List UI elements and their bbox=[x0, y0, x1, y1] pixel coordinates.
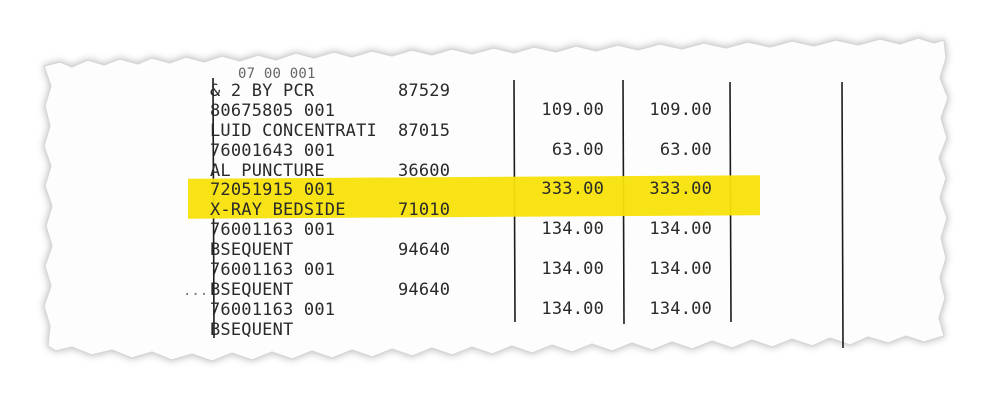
row-desc: 72051915 001 bbox=[210, 180, 336, 200]
column-rule-5 bbox=[841, 81, 844, 349]
row-amount: 134.00 bbox=[541, 259, 604, 279]
row-total: 134.00 bbox=[649, 299, 712, 319]
row-code: 71010 bbox=[398, 200, 451, 220]
row-desc: AL PUNCTURE bbox=[210, 161, 325, 181]
row-desc: BSEQUENT bbox=[210, 240, 294, 260]
row-code: 94640 bbox=[398, 280, 451, 300]
row-code: 87529 bbox=[398, 81, 451, 101]
row-desc: BSEQUENT bbox=[210, 320, 294, 340]
row-desc: X-RAY BEDSIDE bbox=[210, 200, 346, 220]
row-desc: BSEQUENT bbox=[210, 280, 294, 300]
row-desc: 76001163 001 bbox=[210, 220, 336, 240]
row-desc: & 2 BY PCR bbox=[210, 81, 315, 101]
stray-mark: ... bbox=[183, 283, 209, 299]
row-amount: 333.00 bbox=[541, 179, 604, 199]
row-code: 36600 bbox=[398, 161, 451, 181]
row-desc: 76001163 001 bbox=[210, 300, 336, 320]
row-desc: 80675805 001 bbox=[210, 101, 336, 121]
row-total: 134.00 bbox=[649, 259, 712, 279]
row-amount: 63.00 bbox=[551, 140, 604, 160]
cut-off-top-text: 07 00 001 bbox=[238, 66, 316, 82]
row-amount: 134.00 bbox=[541, 299, 604, 319]
row-total: 333.00 bbox=[649, 179, 712, 199]
row-desc: LUID CONCENTRATI bbox=[210, 121, 377, 141]
row-amount: 134.00 bbox=[541, 219, 604, 239]
row-desc: 76001643 001 bbox=[210, 141, 336, 161]
row-total: 109.00 bbox=[649, 100, 712, 120]
row-total: 134.00 bbox=[649, 219, 712, 239]
row-desc: 76001163 001 bbox=[210, 260, 336, 280]
row-code: 87015 bbox=[398, 121, 451, 141]
row-code: 94640 bbox=[398, 240, 451, 260]
row-total: 63.00 bbox=[659, 140, 712, 160]
row-amount: 109.00 bbox=[541, 100, 604, 120]
